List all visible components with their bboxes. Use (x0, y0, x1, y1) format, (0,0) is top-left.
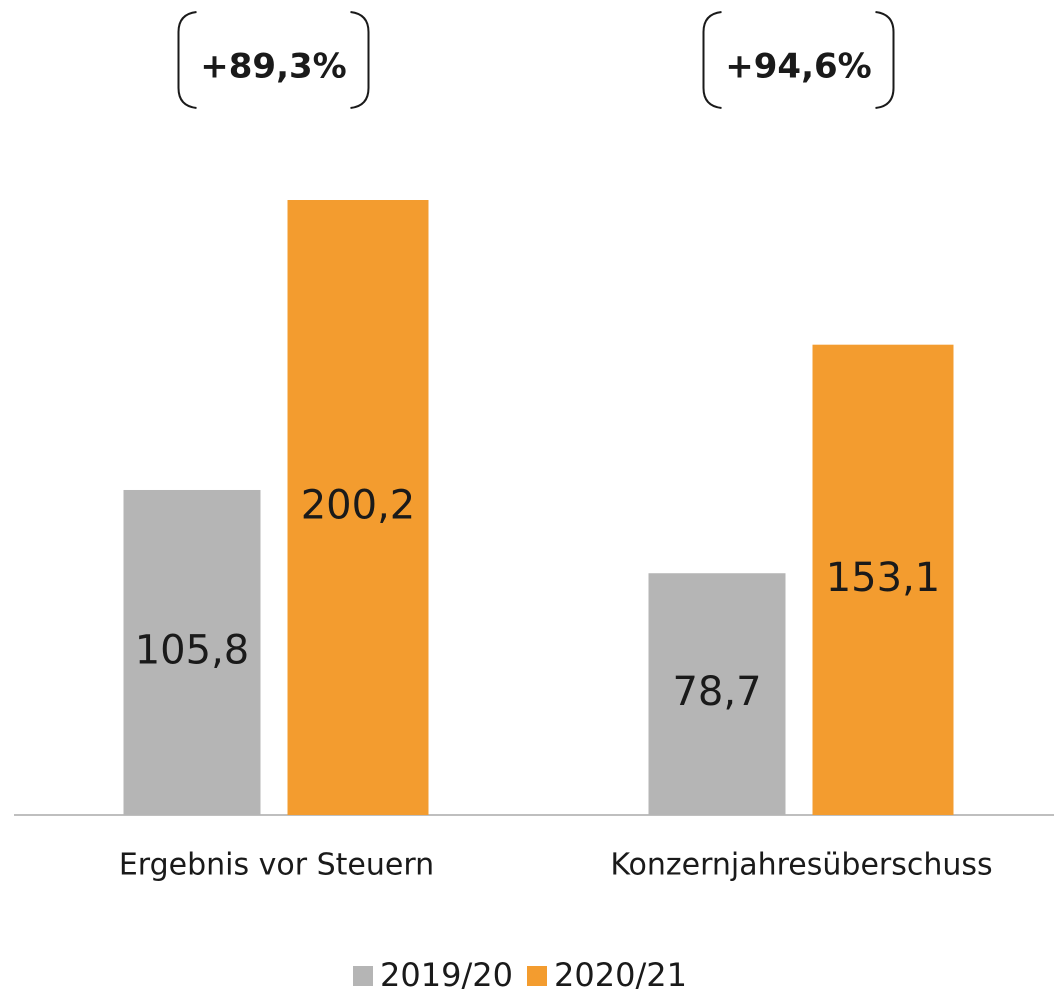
bar (648, 573, 786, 815)
annotation: +94,6% (725, 47, 871, 87)
data-label: 78,7 (672, 669, 761, 715)
legend-label: 2019/20 (380, 956, 513, 992)
legend-swatch (353, 966, 373, 986)
annotation: +89,3% (200, 47, 346, 87)
bar (123, 489, 261, 815)
x-tick-label: Konzernjahresüberschuss (610, 848, 992, 883)
data-label: 153,1 (826, 555, 941, 601)
bracket (350, 11, 370, 109)
bracket (177, 11, 197, 109)
x-tick-label: Ergebnis vor Steuern (119, 848, 434, 883)
legend-label: 2020/21 (554, 956, 687, 992)
bracket (875, 11, 895, 109)
bar (812, 344, 954, 815)
data-label: 200,2 (301, 483, 416, 529)
bracket (702, 11, 722, 109)
bar (287, 200, 429, 815)
data-label: 105,8 (135, 627, 250, 673)
legend-swatch (527, 966, 547, 986)
